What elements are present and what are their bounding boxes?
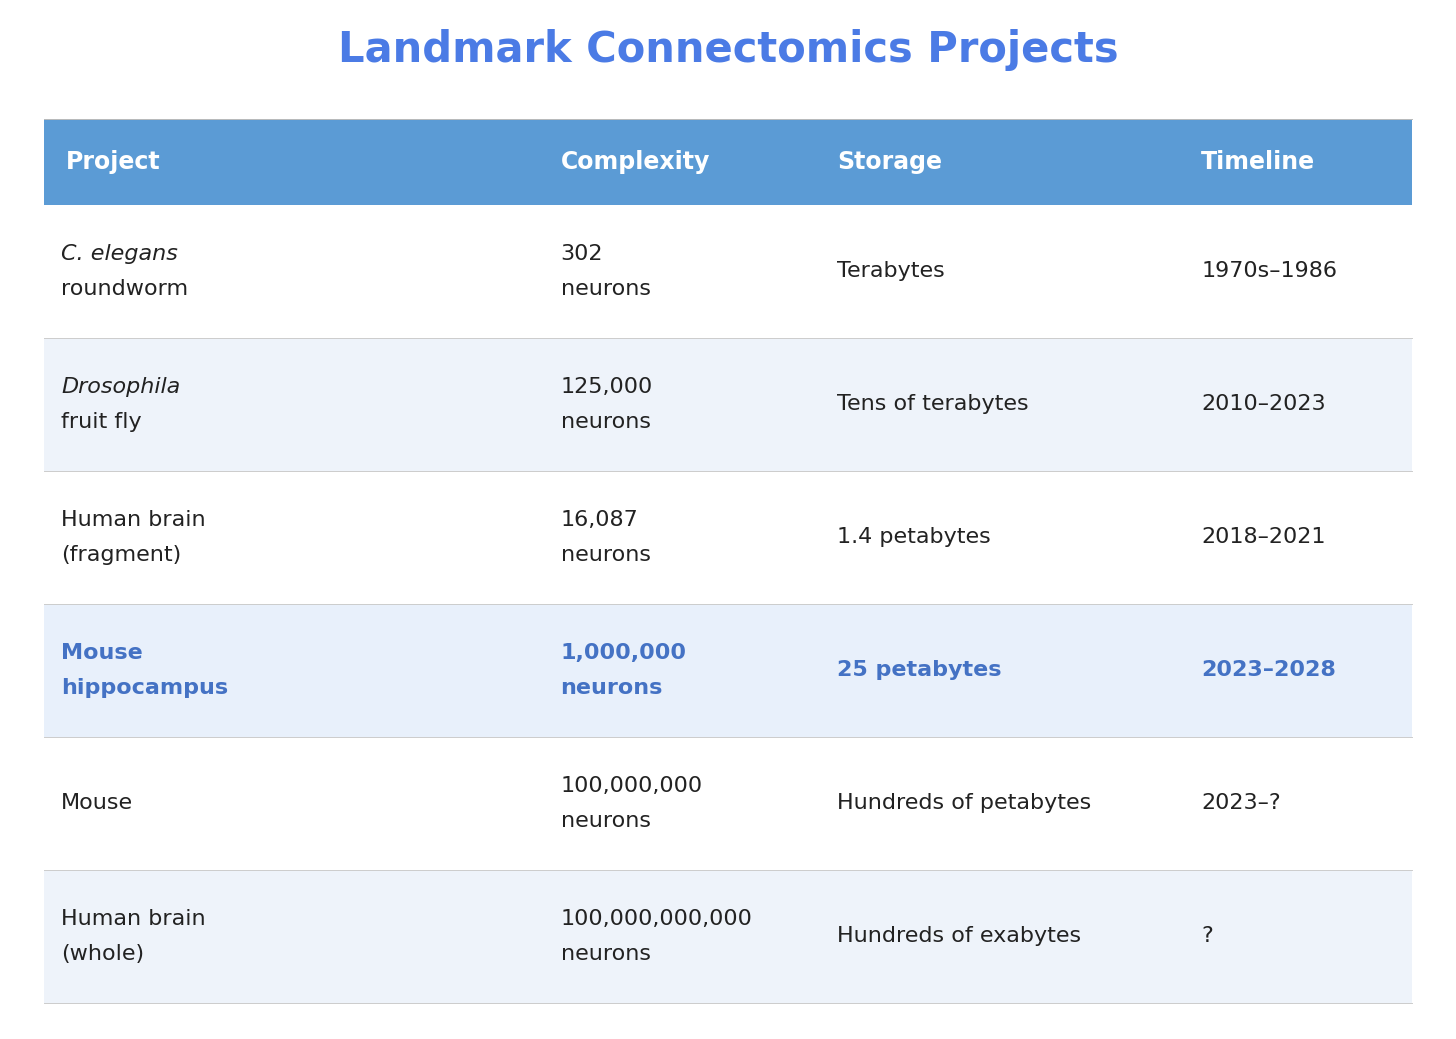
- Text: hippocampus: hippocampus: [61, 677, 229, 697]
- Text: Hundreds of petabytes: Hundreds of petabytes: [837, 793, 1092, 814]
- Text: Mouse: Mouse: [61, 643, 143, 663]
- Text: (whole): (whole): [61, 943, 144, 963]
- Text: 16,087: 16,087: [561, 510, 638, 530]
- Text: Mouse: Mouse: [61, 793, 134, 814]
- Text: Human brain: Human brain: [61, 909, 205, 929]
- Text: C. elegans: C. elegans: [61, 244, 178, 264]
- Text: neurons: neurons: [561, 411, 651, 431]
- FancyBboxPatch shape: [44, 205, 1412, 338]
- Text: 1,000,000: 1,000,000: [561, 643, 687, 663]
- Text: Drosophila: Drosophila: [61, 377, 181, 397]
- Text: Landmark Connectomics Projects: Landmark Connectomics Projects: [338, 29, 1118, 71]
- FancyBboxPatch shape: [44, 870, 1412, 1003]
- Text: 1970s–1986: 1970s–1986: [1201, 261, 1337, 282]
- Text: ?: ?: [1201, 926, 1213, 947]
- FancyBboxPatch shape: [44, 119, 1412, 205]
- Text: Tens of terabytes: Tens of terabytes: [837, 394, 1029, 415]
- Text: Hundreds of exabytes: Hundreds of exabytes: [837, 926, 1082, 947]
- Text: Storage: Storage: [837, 150, 942, 175]
- Text: neurons: neurons: [561, 278, 651, 298]
- Text: Complexity: Complexity: [561, 150, 711, 175]
- Text: 1.4 petabytes: 1.4 petabytes: [837, 527, 992, 548]
- Text: neurons: neurons: [561, 810, 651, 830]
- Text: (fragment): (fragment): [61, 544, 182, 564]
- FancyBboxPatch shape: [44, 471, 1412, 604]
- Text: 125,000: 125,000: [561, 377, 652, 397]
- Text: fruit fly: fruit fly: [61, 411, 141, 431]
- Text: Terabytes: Terabytes: [837, 261, 945, 282]
- FancyBboxPatch shape: [44, 737, 1412, 870]
- Text: 100,000,000,000: 100,000,000,000: [561, 909, 753, 929]
- Text: 2023–?: 2023–?: [1201, 793, 1281, 814]
- Text: 302: 302: [561, 244, 603, 264]
- FancyBboxPatch shape: [44, 338, 1412, 471]
- Text: neurons: neurons: [561, 544, 651, 564]
- Text: 100,000,000: 100,000,000: [561, 776, 703, 796]
- Text: neurons: neurons: [561, 943, 651, 963]
- Text: Human brain: Human brain: [61, 510, 205, 530]
- FancyBboxPatch shape: [44, 604, 1412, 737]
- Text: Timeline: Timeline: [1201, 150, 1315, 175]
- Text: 25 petabytes: 25 petabytes: [837, 660, 1002, 681]
- Text: Project: Project: [66, 150, 160, 175]
- Text: 2023–2028: 2023–2028: [1201, 660, 1337, 681]
- Text: neurons: neurons: [561, 677, 662, 697]
- Text: roundworm: roundworm: [61, 278, 188, 298]
- Text: 2010–2023: 2010–2023: [1201, 394, 1326, 415]
- Text: 2018–2021: 2018–2021: [1201, 527, 1326, 548]
